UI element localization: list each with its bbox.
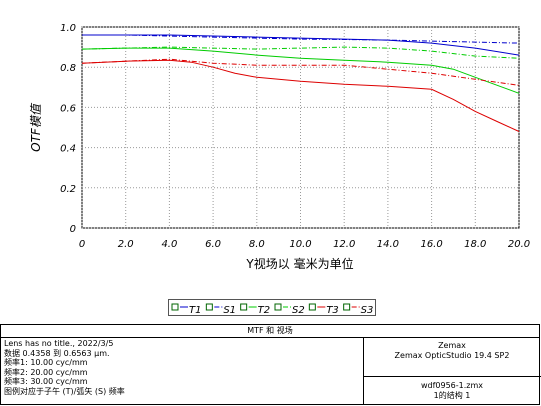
info-line: 频率3: 30.00 cyc/mm	[4, 377, 88, 387]
x-tick-label: 14.0	[377, 239, 399, 250]
y-tick-label: 0.8	[60, 63, 76, 74]
info-header: MTF 和 视场	[1, 325, 539, 338]
x-tick-label: 4.0	[161, 239, 177, 250]
y-tick-labels: 0 0.2 0.4 0.6 0.8 1.0	[60, 23, 76, 235]
legend-marker	[205, 303, 213, 311]
legend-marker	[308, 303, 316, 311]
x-tick-label: 6.0	[205, 239, 221, 250]
info-line: 图例对应于子午 (T)/弧矢 (S) 频率	[4, 386, 125, 396]
x-tick-label: 10.0	[289, 239, 311, 250]
info-line: 频率1: 10.00 cyc/mm	[4, 358, 88, 368]
series-line-t1	[82, 34, 520, 56]
legend: T1 S1 T2 S2 T3 S3	[168, 299, 376, 316]
x-tick-label: 16.0	[420, 239, 442, 250]
mtf-chart: 0 2.0 4.0 6.0 8.0 10.0 12.0 14.0 16.0 18.0 20.0 00…	[29, 23, 530, 271]
x-tick-label: 8.0	[249, 239, 265, 250]
legend-label: T2	[258, 305, 270, 315]
info-line: 频率2: 20.00 cyc/mm	[4, 367, 88, 377]
series-line-t2	[81, 47, 520, 94]
y-tick-label: 0.2	[60, 184, 76, 195]
info-line: wdf0956-1.zmx	[420, 381, 484, 390]
series-line-s2	[81, 46, 520, 59]
x-tick-label: 20.0	[508, 239, 530, 250]
y-tick-label: 0	[70, 224, 76, 235]
x-tick-label: 0	[79, 239, 85, 250]
x-tick-label: 18.0	[464, 239, 486, 250]
legend-label: S3	[361, 305, 374, 315]
x-tick-label: 2.0	[118, 239, 134, 250]
info-file: wdf0956-1.zmx 1的结构 1	[364, 381, 540, 400]
info-divider-horizontal	[363, 376, 541, 377]
info-line: Zemax OpticStudio 19.4 SP2	[394, 350, 510, 360]
info-line: 数据 0.4358 到 0.6563 µm.	[4, 348, 110, 358]
info-divider-vertical	[363, 337, 364, 405]
y-tick-label: 0.4	[60, 144, 76, 155]
series-line-s3	[81, 58, 520, 86]
legend-label: S1	[223, 305, 236, 315]
legend-label: T1	[189, 305, 201, 315]
legend-marker	[274, 303, 282, 311]
legend-label: S2	[292, 305, 305, 315]
legend-marker	[240, 303, 248, 311]
series-lines	[81, 34, 520, 132]
y-axis-label: OTF模值	[29, 102, 43, 152]
legend-marker	[171, 303, 179, 311]
y-tick-label: 0.6	[60, 103, 76, 114]
info-line: Lens has no title., 2022/3/5	[4, 339, 114, 348]
x-axis-label: Y视场以 毫米为单位	[245, 256, 353, 271]
info-panel: MTF 和 视场 Lens has no title., 2022/3/5 数据…	[0, 324, 541, 405]
series-line-t3	[81, 59, 520, 132]
y-tick-label: 1.0	[60, 23, 76, 34]
legend-label: T3	[326, 305, 338, 315]
info-line: 1的结构 1	[433, 390, 471, 400]
x-tick-label: 12.0	[333, 239, 355, 250]
series-line-s1	[82, 34, 520, 44]
info-left-text: Lens has no title., 2022/3/5 数据 0.4358 到…	[4, 339, 359, 397]
legend-marker	[343, 303, 351, 311]
info-software: Zemax Zemax OpticStudio 19.4 SP2	[364, 341, 540, 360]
x-tick-labels: 0 2.0 4.0 6.0 8.0 10.0 12.0 14.0 16.0 18.0 20.0	[79, 239, 530, 250]
info-line: Zemax	[438, 341, 466, 350]
